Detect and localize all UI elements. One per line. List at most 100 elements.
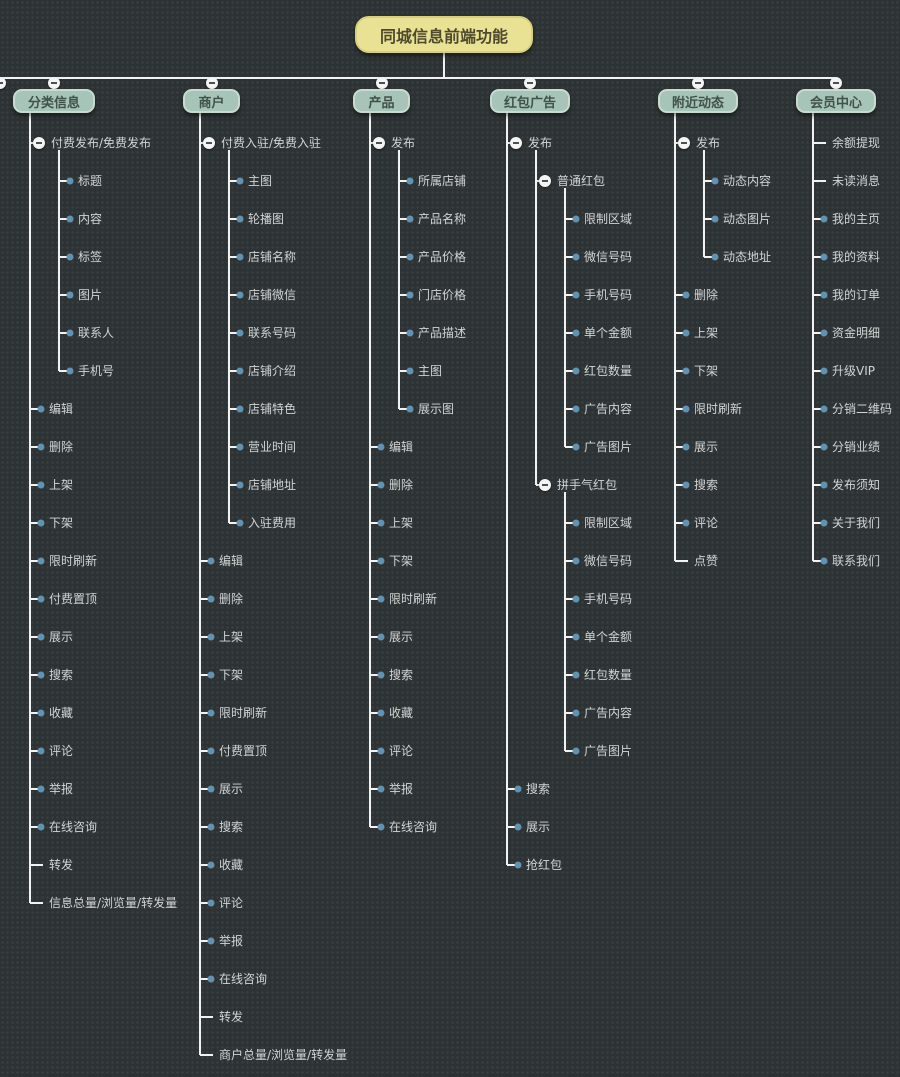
branch-node-3[interactable]: 红包广告 [490, 89, 570, 113]
node-label[interactable]: 手机号码 [584, 288, 633, 302]
node-label[interactable]: 限时刷新 [219, 706, 268, 720]
node-label[interactable]: 评论 [219, 896, 244, 910]
node-label[interactable]: 搜索 [49, 668, 74, 682]
node-label[interactable]: 删除 [389, 478, 414, 492]
node-label[interactable]: 店铺介绍 [248, 364, 297, 378]
node-label[interactable]: 展示 [526, 820, 551, 834]
collapse-icon[interactable] [375, 77, 388, 89]
node-label[interactable]: 店铺名称 [248, 250, 297, 264]
node-label[interactable]: 所属店铺 [418, 174, 467, 188]
root-node[interactable]: 同城信息前端功能 [355, 16, 533, 53]
node-label[interactable]: 点赞 [694, 554, 719, 568]
node-label[interactable]: 展示 [389, 630, 414, 644]
node-label[interactable]: 广告内容 [584, 402, 633, 416]
node-label[interactable]: 转发 [49, 858, 74, 872]
node-label[interactable]: 限时刷新 [49, 554, 98, 568]
node-label[interactable]: 上架 [694, 326, 719, 340]
collapse-icon[interactable] [692, 77, 704, 89]
collapse-icon[interactable] [48, 77, 60, 89]
collapse-icon[interactable] [539, 479, 551, 491]
node-label[interactable]: 动态图片 [723, 212, 772, 226]
node-label[interactable]: 联系我们 [832, 554, 881, 568]
node-label[interactable]: 主图 [248, 174, 273, 188]
node-label[interactable]: 评论 [389, 744, 414, 758]
branch-node-1[interactable]: 商户 [183, 89, 240, 113]
node-label[interactable]: 标题 [78, 174, 103, 188]
node-label[interactable]: 未读消息 [832, 174, 881, 188]
node-label[interactable]: 红包数量 [584, 364, 633, 378]
node-label[interactable]: 普通红包 [557, 174, 606, 188]
collapse-icon[interactable] [830, 77, 842, 89]
node-label[interactable]: 展示图 [418, 402, 455, 416]
node-label[interactable]: 下架 [49, 516, 74, 530]
node-label[interactable]: 在线咨询 [219, 972, 268, 986]
node-label[interactable]: 付费置顶 [49, 592, 98, 606]
node-label[interactable]: 动态内容 [723, 174, 772, 188]
collapse-icon[interactable] [203, 137, 215, 149]
node-label[interactable]: 信息总量/浏览量/转发量 [49, 896, 178, 910]
branch-node-2[interactable]: 产品 [353, 89, 410, 113]
node-label[interactable]: 限制区域 [584, 516, 633, 530]
node-label[interactable]: 广告内容 [584, 706, 633, 720]
node-label[interactable]: 手机号码 [584, 592, 633, 606]
node-label[interactable]: 店铺地址 [248, 478, 297, 492]
node-label[interactable]: 商户总量/浏览量/转发量 [219, 1048, 348, 1062]
node-label[interactable]: 余额提现 [832, 136, 881, 150]
node-label[interactable]: 转发 [219, 1010, 244, 1024]
node-label[interactable]: 轮播图 [248, 212, 285, 226]
node-label[interactable]: 主图 [418, 364, 443, 378]
collapse-icon[interactable] [539, 175, 551, 187]
node-label[interactable]: 举报 [49, 782, 74, 796]
node-label[interactable]: 收藏 [219, 858, 244, 872]
node-label[interactable]: 举报 [219, 934, 244, 948]
collapse-icon[interactable] [524, 77, 536, 89]
node-label[interactable]: 下架 [694, 364, 719, 378]
node-label[interactable]: 我的主页 [832, 212, 881, 226]
node-label[interactable]: 抢红包 [526, 858, 563, 872]
node-label[interactable]: 下架 [389, 554, 414, 568]
node-label[interactable]: 分销二维码 [832, 402, 893, 416]
node-label[interactable]: 删除 [219, 592, 244, 606]
node-label[interactable]: 编辑 [219, 554, 244, 568]
node-label[interactable]: 删除 [49, 440, 74, 454]
node-label[interactable]: 上架 [389, 516, 414, 530]
node-label[interactable]: 搜索 [526, 782, 551, 796]
collapse-icon[interactable] [0, 77, 6, 89]
node-label[interactable]: 微信号码 [584, 250, 633, 264]
node-label[interactable]: 上架 [219, 630, 244, 644]
node-label[interactable]: 发布 [528, 136, 553, 150]
collapse-icon[interactable] [373, 137, 385, 149]
node-label[interactable]: 升级VIP [832, 364, 875, 378]
node-label[interactable]: 店铺特色 [248, 402, 297, 416]
node-label[interactable]: 删除 [694, 288, 719, 302]
node-label[interactable]: 评论 [49, 744, 74, 758]
collapse-icon[interactable] [205, 77, 218, 89]
node-label[interactable]: 动态地址 [723, 250, 772, 264]
node-label[interactable]: 付费入驻/免费入驻 [221, 136, 322, 150]
node-label[interactable]: 关于我们 [832, 516, 881, 530]
node-label[interactable]: 展示 [219, 782, 244, 796]
node-label[interactable]: 搜索 [219, 820, 244, 834]
node-label[interactable]: 发布 [696, 136, 721, 150]
node-label[interactable]: 编辑 [49, 402, 74, 416]
node-label[interactable]: 我的订单 [832, 288, 881, 302]
node-label[interactable]: 我的资料 [832, 250, 881, 264]
node-label[interactable]: 资金明细 [832, 326, 881, 340]
node-label[interactable]: 产品价格 [418, 250, 467, 264]
node-label[interactable]: 收藏 [389, 706, 414, 720]
node-label[interactable]: 单个金额 [584, 630, 633, 644]
node-label[interactable]: 展示 [49, 630, 74, 644]
node-label[interactable]: 限制区域 [584, 212, 633, 226]
node-label[interactable]: 展示 [694, 440, 719, 454]
collapse-icon[interactable] [33, 137, 45, 149]
node-label[interactable]: 收藏 [49, 706, 74, 720]
node-label[interactable]: 拼手气红包 [557, 478, 618, 492]
node-label[interactable]: 微信号码 [584, 554, 633, 568]
node-label[interactable]: 下架 [219, 668, 244, 682]
node-label[interactable]: 发布须知 [832, 478, 881, 492]
node-label[interactable]: 内容 [78, 212, 103, 226]
node-label[interactable]: 产品描述 [418, 326, 467, 340]
node-label[interactable]: 限时刷新 [694, 402, 743, 416]
node-label[interactable]: 营业时间 [248, 440, 297, 454]
node-label[interactable]: 标签 [78, 250, 103, 264]
